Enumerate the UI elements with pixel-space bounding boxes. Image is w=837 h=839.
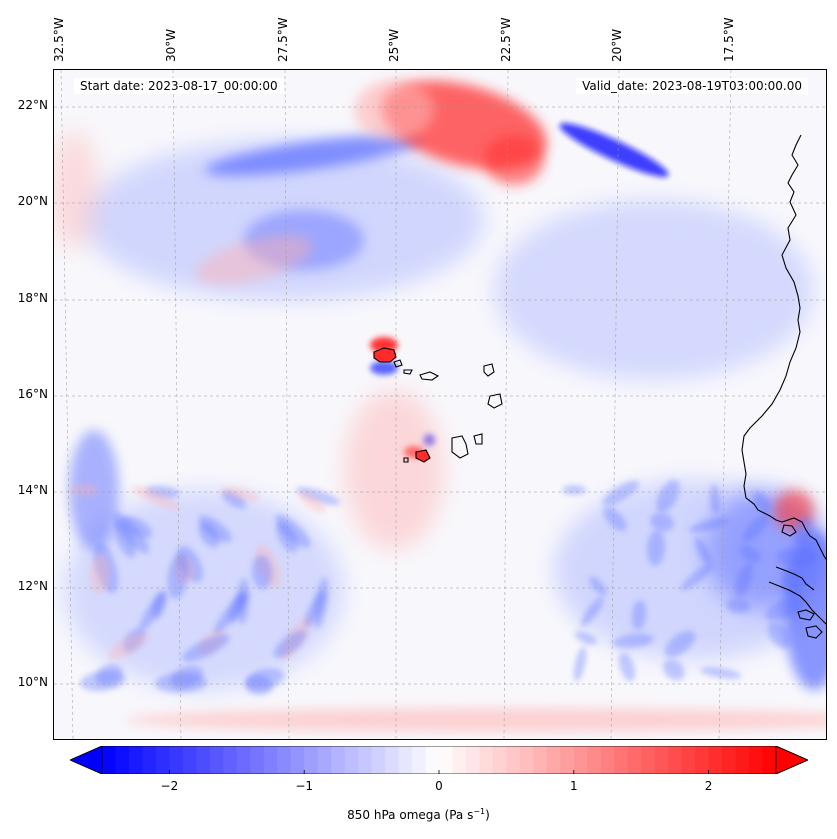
colorbar-cell [668,746,683,774]
latitude-tick-label: 10°N [17,675,48,689]
colorbar-cell [331,746,346,774]
latitude-tick-label: 22°N [17,98,48,112]
colorbar-cell [209,746,224,774]
longitude-tick-label: 22.5°W [499,17,513,62]
colorbar-cell [600,746,615,774]
colorbar-extend-low [70,746,103,774]
meridian-gridline [284,70,290,739]
longitude-tick-label: 20°W [610,28,624,62]
colorbar-cell [695,746,710,774]
colorbar-cell [654,746,669,774]
colorbar-cell [546,746,561,774]
meridian-gridline [60,70,74,739]
colorbar-cell [641,746,656,774]
colorbar-cell [492,746,507,774]
colorbar-cell [412,746,427,774]
longitude-tick-label: 30°W [164,28,178,62]
colorbar-cell [169,746,184,774]
colorbar-label-unit-exponent: −1 [473,807,486,816]
omega-field-map [54,70,826,739]
colorbar-cell [277,746,292,774]
colorbar-cell [533,746,548,774]
colorbar-label-main: 850 hPa omega (Pa s [347,808,474,822]
colorbar-cell [358,746,373,774]
colorbar-cell [263,746,278,774]
colorbar-cell [465,746,481,774]
meridian-gridline [172,70,182,739]
colorbar-extend-high [775,746,808,774]
colorbar-cell [371,746,386,774]
colorbar-cell [762,746,777,774]
colorbar-cell [735,746,750,774]
longitude-tick-label: 17.5°W [722,17,736,62]
meridian-gridline [718,70,732,739]
colorbar-cell [344,746,359,774]
colorbar-cell [614,746,629,774]
map-panel: Start date: 2023-08-17_00:00:00 Valid_da… [53,69,827,740]
colorbar-cell [722,746,737,774]
colorbar-cell [425,746,440,774]
meridian-gridline [610,70,620,739]
colorbar-cell [196,746,211,774]
colorbar-cell [479,746,494,774]
colorbar-cell [250,746,265,774]
colorbar-cell [587,746,602,774]
colorbar-cell [155,746,170,774]
colorbar-cell [304,746,319,774]
colorbar-cell [385,746,400,774]
colorbar-cell [115,746,130,774]
latitude-tick-label: 16°N [17,387,48,401]
coastline [373,134,826,639]
colorbar-label: 850 hPa omega (Pa s−1) [0,807,837,822]
colorbar-cell [681,746,696,774]
colorbar-cell [142,746,157,774]
colorbar-cell [236,746,251,774]
valid-date-label: Valid_date: 2023-08-19T03:00:00.00 [576,78,808,94]
colorbar-cell [398,746,413,774]
colorbar-cell [317,746,332,774]
longitude-tick-label: 25°W [387,28,401,62]
colorbar-cell [560,746,575,774]
colorbar-cell [452,746,467,774]
colorbar-tick-label: −2 [160,779,179,793]
colorbar-cell [519,746,534,774]
colorbar-cell [708,746,723,774]
latitude-tick-label: 12°N [17,579,48,593]
longitude-tick-label: 27.5°W [276,17,290,62]
latitude-tick-label: 14°N [17,483,48,497]
colorbar-cell [627,746,642,774]
colorbar-label-end: ) [485,808,490,822]
meridian-gridline [503,70,509,739]
omega-field-shading [54,80,826,732]
colorbar-cell [439,746,454,774]
colorbar-cell [749,746,764,774]
colorbar-tick-label: 2 [704,779,713,793]
colorbar [70,746,808,774]
latitude-tick-label: 18°N [17,291,48,305]
colorbar-cell [182,746,197,774]
latitude-tick-label: 20°N [17,194,48,208]
colorbar-cell [506,746,521,774]
start-date-label: Start date: 2023-08-17_00:00:00 [74,78,284,94]
colorbar-tick-label: 0 [435,779,443,793]
longitude-tick-label: 32.5°W [52,17,66,62]
map-gridlines [54,70,826,739]
colorbar-cell [290,746,305,774]
colorbar-tick-label: −1 [295,779,314,793]
colorbar-cell [573,746,588,774]
colorbar-cell [223,746,238,774]
colorbar-tick-label: 1 [569,779,578,793]
colorbar-cell [128,746,144,774]
colorbar-cell [102,746,117,774]
